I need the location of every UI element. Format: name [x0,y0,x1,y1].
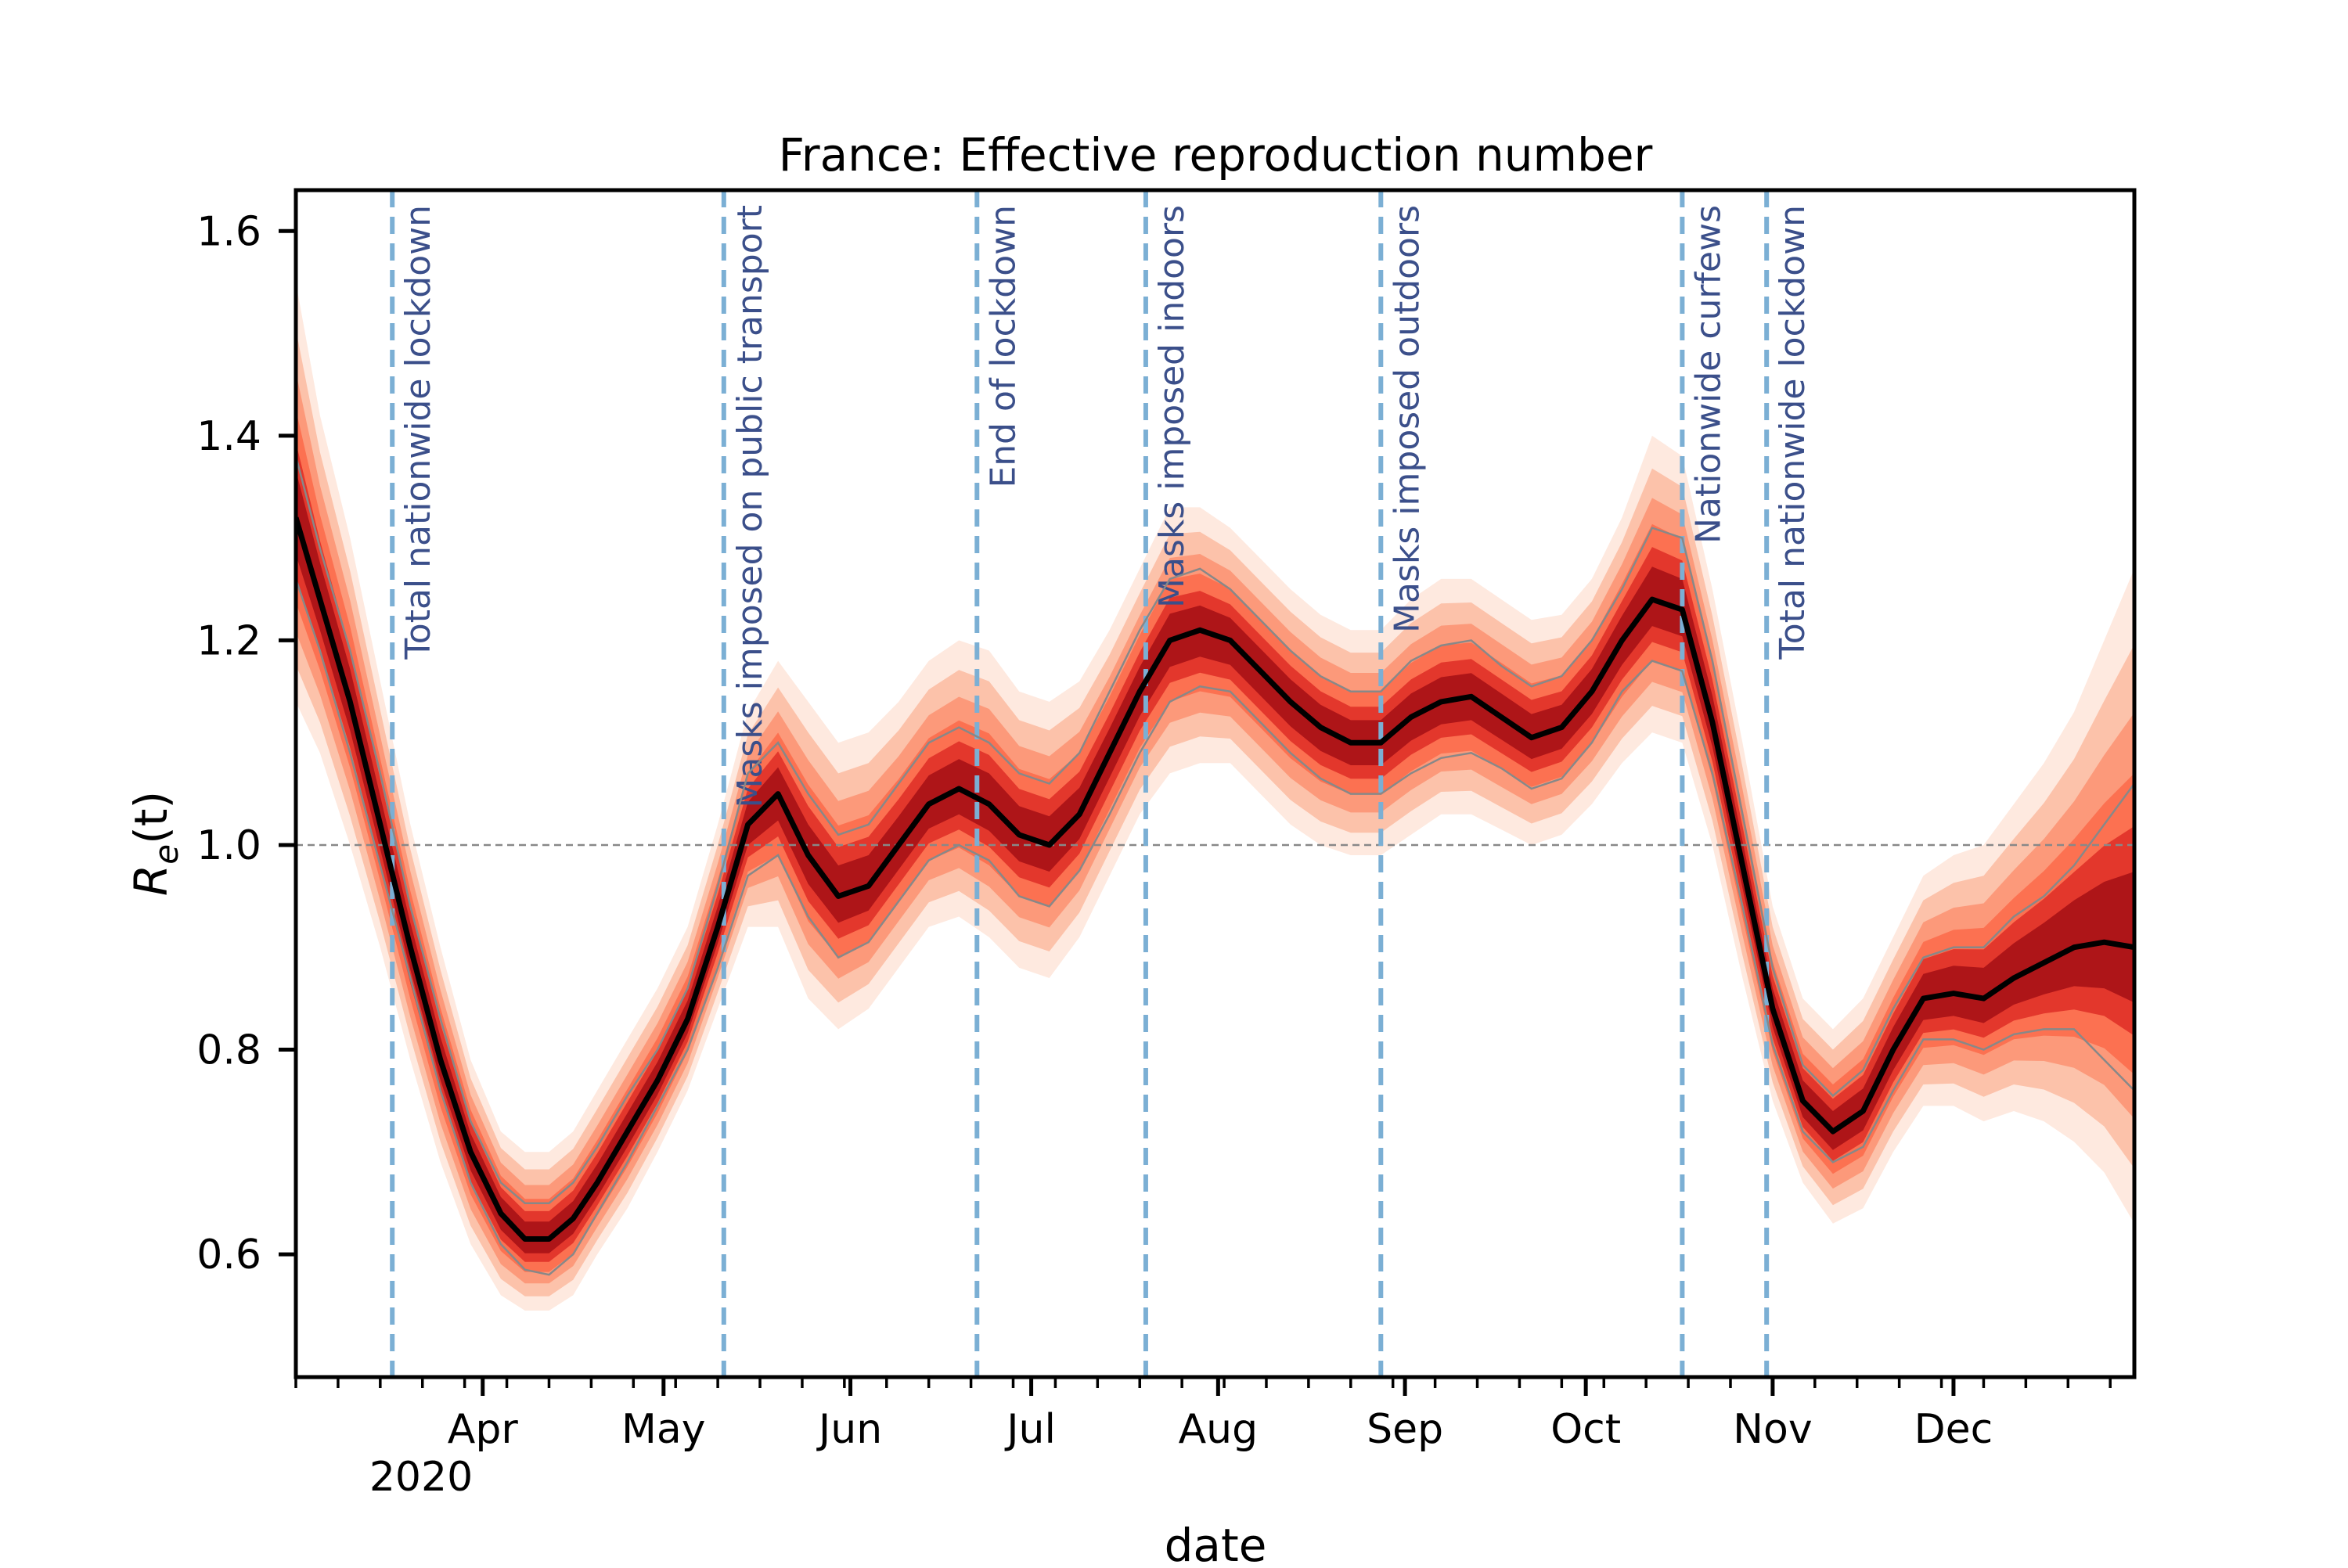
y-tick-label-6: 1.6 [196,208,261,255]
x-tick-label-4: Jul [1004,1406,1056,1453]
y-axis-label-main: R [124,865,178,896]
event-label-4: Masks imposed indoors [1152,205,1192,608]
y-tick-label-5: 1.4 [196,413,261,460]
uncertainty-bands [296,282,2134,1311]
x-axis-label: date [1165,1519,1267,1565]
x-axis-year-label: 2020 [369,1454,473,1501]
upper-interval-line [296,455,2134,1204]
median-line [296,516,2134,1242]
event-label-1: Total nationwide lockdown [398,205,438,660]
y-tick-label-4: 1.2 [196,617,261,664]
lower-interval-line [296,578,2134,1276]
uncertainty-band-5 [296,442,2134,1262]
event-label-6: Nationwide curfews [1688,205,1728,544]
event-label-7: Total nationwide lockdown [1773,205,1813,660]
x-tick-label-2: May [621,1406,706,1453]
x-tick-label-8: Nov [1733,1406,1813,1453]
x-tick-label-5: Aug [1179,1406,1259,1453]
y-axis-label-sub: e [147,844,185,865]
chart-title: France: Effective reproduction number [779,128,1653,182]
x-tick-label-1: Apr [448,1406,519,1453]
axes: 0.6 0.8 1.0 1.2 1.4 1.6 Apr May Jun Jul Aug Sep Oct N… [196,188,2137,1453]
event-markers: Total nationwide lockdown Masks imposed o… [390,190,1813,1377]
x-tick-label-7: Oct [1550,1406,1621,1453]
event-label-3: End of lockdown [983,205,1023,488]
y-axis-label: Re(t) [124,791,185,896]
y-tick-label-1: 0.6 [196,1232,261,1278]
x-tick-label-3: Jun [816,1406,882,1453]
event-label-2: Masks imposed on public transport [730,205,770,808]
x-tick-label-9: Dec [1914,1406,1993,1453]
event-label-5: Masks imposed outdoors [1387,205,1427,633]
y-tick-label-3: 1.0 [196,822,261,869]
x-tick-label-6: Sep [1367,1406,1443,1453]
plot-frame [294,188,2137,1379]
series-lines [296,455,2134,1276]
y-tick-label-2: 0.8 [196,1027,261,1074]
y-axis-label-arg: (t) [124,791,178,844]
